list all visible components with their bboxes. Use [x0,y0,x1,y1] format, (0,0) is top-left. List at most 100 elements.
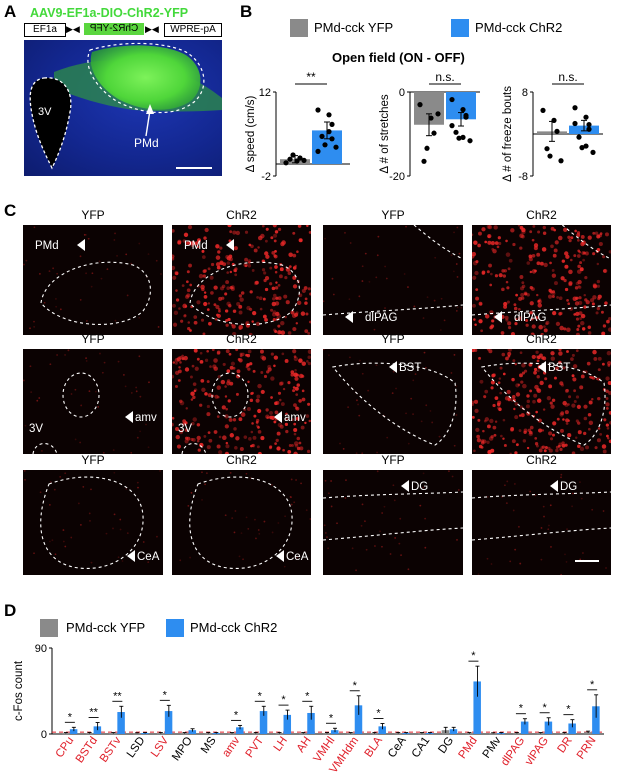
cell [544,446,548,450]
data-point [431,130,437,136]
cell [198,273,204,279]
ventricle-label: 3V [29,423,43,435]
cell [181,357,185,361]
cell [273,355,279,360]
cell [518,296,523,301]
cell [247,367,251,371]
cell [497,406,501,410]
cell [564,410,569,415]
cell [250,244,254,249]
cell [596,279,601,284]
cell [305,509,308,512]
significance-label: * [376,707,381,719]
bar-yfp [489,733,497,735]
cell [376,254,379,257]
cell [542,325,546,329]
cell [510,332,516,335]
cell [126,294,129,297]
cell [487,449,492,454]
cell [298,441,302,445]
region-outline [332,362,457,446]
cell [450,254,453,257]
data-point [301,157,307,163]
cell [89,519,91,522]
cell [506,480,509,483]
cell [580,313,586,319]
cell [261,268,266,272]
cell [116,254,118,257]
cell [253,281,258,286]
cell [603,418,607,422]
bar-chr2 [188,730,197,734]
cell [56,354,58,356]
cell [547,446,551,451]
cell [605,376,610,381]
cell [496,402,501,407]
cell [511,439,516,444]
cell [215,304,220,310]
cell [540,527,543,529]
cell [525,404,530,409]
cell [39,272,41,275]
legend-b-yfp-swatch [290,19,308,37]
cell [240,291,245,295]
cell [205,472,208,475]
cell [49,481,52,483]
cell [295,322,299,325]
cell [511,377,515,382]
cell [185,294,190,299]
cell [501,269,505,273]
cell [121,560,124,562]
cell [281,352,285,356]
cell [274,301,280,306]
cell [567,403,570,406]
cell [215,255,221,260]
cell [284,276,288,280]
cell [202,255,206,259]
cell [189,556,192,559]
cell [581,327,586,331]
cell [526,261,531,265]
region-label: BST [399,362,421,374]
bar-chr2 [354,705,363,734]
bar-chr2 [378,726,386,734]
cell [246,407,251,411]
cell [235,349,239,352]
bar-chr2 [402,733,410,735]
cell [497,381,501,385]
micrograph-column-label: YFP [81,208,105,222]
cell [271,531,274,534]
cell [234,273,238,277]
construct-ef1a: EF1a [24,23,66,37]
panel-c-letter: C [4,201,17,220]
cell [592,349,597,355]
cell [160,273,162,275]
cell [548,288,552,293]
cell [517,316,522,321]
cell [476,434,480,439]
cell [344,497,347,499]
micrograph-column-label: ChR2 [526,208,557,222]
cell [365,548,368,551]
cell [528,257,533,262]
cell [490,380,495,385]
x-tick-label: BSTv [98,735,124,765]
cell [548,524,550,527]
cell [460,306,463,309]
cell [225,444,230,449]
cell [563,227,568,232]
cell [216,415,220,418]
cell [85,320,88,322]
cell [349,242,352,244]
cell [607,380,611,386]
cell [215,262,221,267]
cell [230,361,235,366]
cell [576,231,581,235]
panel-b-title: Open field (ON - OFF) [332,50,465,65]
cell [203,295,208,299]
cell [80,404,83,407]
cell [298,238,303,243]
cell [248,437,252,441]
cell [287,449,292,454]
cell [196,435,201,441]
